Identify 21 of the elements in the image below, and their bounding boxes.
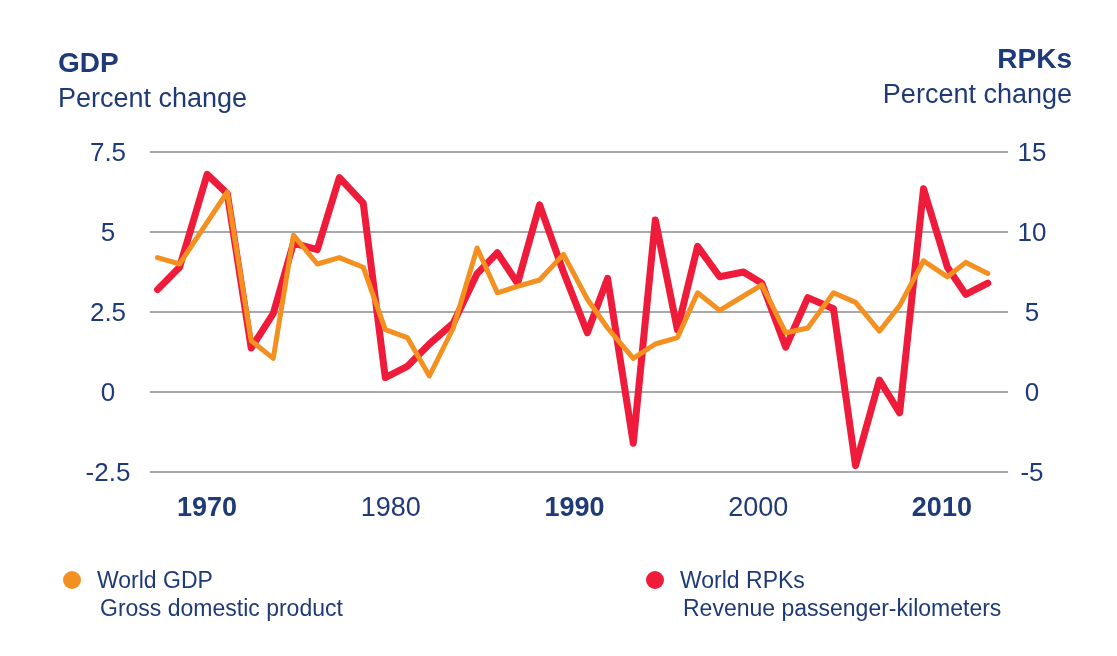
x-tick-label: 1970 [177, 492, 238, 523]
y-tick-label: 2.5 [89, 297, 127, 328]
y2-tick-label: -5 [1020, 457, 1044, 488]
y2-axis-title: RPKs Percent change [882, 43, 1072, 109]
y-tick-label: 7.5 [89, 137, 127, 168]
y2-tick-label: 15 [1017, 137, 1047, 168]
text: Revenue passenger-kilometers [683, 595, 1002, 622]
y2-tick-label: 0 [1024, 377, 1040, 408]
x-tick-label: 2010 [911, 492, 972, 523]
x-tick-label: 1980 [360, 492, 421, 523]
x-tick-label: 2000 [728, 492, 789, 523]
y2-tick-label: 5 [1024, 297, 1040, 328]
y-tick-label: 0 [100, 377, 116, 408]
y-tick-label: 5 [100, 217, 116, 248]
y-tick-label: -2.5 [85, 457, 131, 488]
text: Gross domestic product [100, 595, 344, 622]
y2-tick-label: 10 [1017, 217, 1047, 248]
y-axis-title: GDP Percent change [58, 47, 248, 113]
legend-label: World RPKs [680, 567, 805, 594]
legend-label: World GDP [97, 567, 213, 594]
x-tick-label: 1990 [544, 492, 605, 523]
